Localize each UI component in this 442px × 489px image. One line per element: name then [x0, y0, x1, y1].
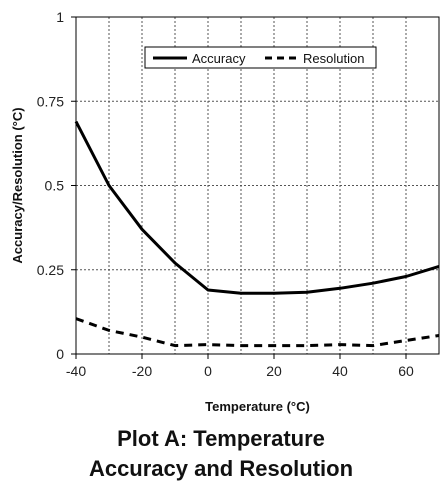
y-tick-label: 0.5	[45, 178, 65, 194]
x-tick-label: 20	[266, 363, 282, 379]
x-tick-label: -40	[66, 363, 86, 379]
x-tick-label: 60	[398, 363, 414, 379]
x-tick-label: 40	[332, 363, 348, 379]
legend-label-accuracy: Accuracy	[192, 51, 246, 66]
grid-lines	[76, 17, 439, 354]
y-tick-label: 1	[56, 9, 64, 25]
legend-box	[144, 46, 377, 69]
figure-caption-line-1: Plot A: Temperature	[117, 426, 325, 451]
y-tick-label: 0.75	[37, 93, 64, 109]
y-tick-label: 0	[56, 346, 64, 362]
series-line-resolution	[75, 317, 440, 348]
legend-label-resolution: Resolution	[303, 51, 364, 66]
y-tick-label: 0.25	[37, 262, 64, 278]
x-tick-label: -20	[132, 363, 152, 379]
x-tick-label: 0	[204, 363, 212, 379]
y-axis-title: Accuracy/Resolution (°C)	[10, 107, 25, 263]
x-axis-title: Temperature (°C)	[205, 399, 310, 414]
chart: -40 -20 0 20 40 60 0 0.25 0.5 0.75 1 Accuracy Reso…	[10, 9, 440, 414]
legend: Accuracy Resolution	[144, 46, 377, 69]
figure-caption-line-2: Accuracy and Resolution	[88, 456, 354, 481]
series-line-accuracy	[74, 120, 440, 295]
axis-ticks: -40 -20 0 20 40 60 0 0.25 0.5 0.75 1	[37, 9, 414, 379]
series-lines	[74, 120, 440, 348]
